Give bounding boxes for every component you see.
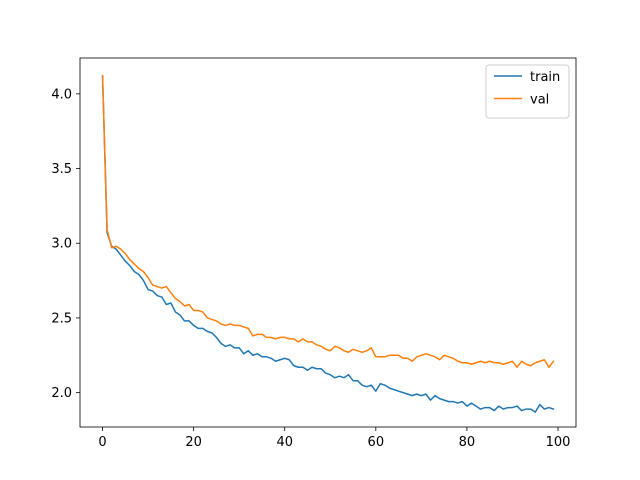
- y-tick-label: 2.5: [51, 311, 72, 326]
- y-axis: 2.0 2.5 3.0 3.5 4.0: [51, 87, 80, 401]
- axes-frame: [79, 57, 577, 428]
- x-tick-label: 40: [276, 435, 293, 450]
- legend-label-train: train: [530, 70, 560, 85]
- x-tick-label: 100: [546, 435, 571, 450]
- x-tick-label: 60: [368, 435, 385, 450]
- x-tick-label: 80: [459, 435, 476, 450]
- series-layer: [101, 75, 555, 413]
- x-axis: 0 20 40 60 80 100: [98, 427, 570, 450]
- series-line-train: [101, 75, 555, 413]
- series-line-val: [101, 75, 555, 368]
- y-tick-label: 3.5: [51, 162, 72, 177]
- y-tick-label: 3.0: [51, 237, 72, 252]
- legend-box: [485, 64, 570, 119]
- legend-label-val: val: [530, 93, 549, 108]
- legend: train val: [485, 64, 570, 119]
- y-tick-label: 2.0: [51, 386, 72, 401]
- x-tick-label: 20: [185, 435, 202, 450]
- y-tick-label: 4.0: [51, 87, 72, 102]
- x-tick-label: 0: [98, 435, 106, 450]
